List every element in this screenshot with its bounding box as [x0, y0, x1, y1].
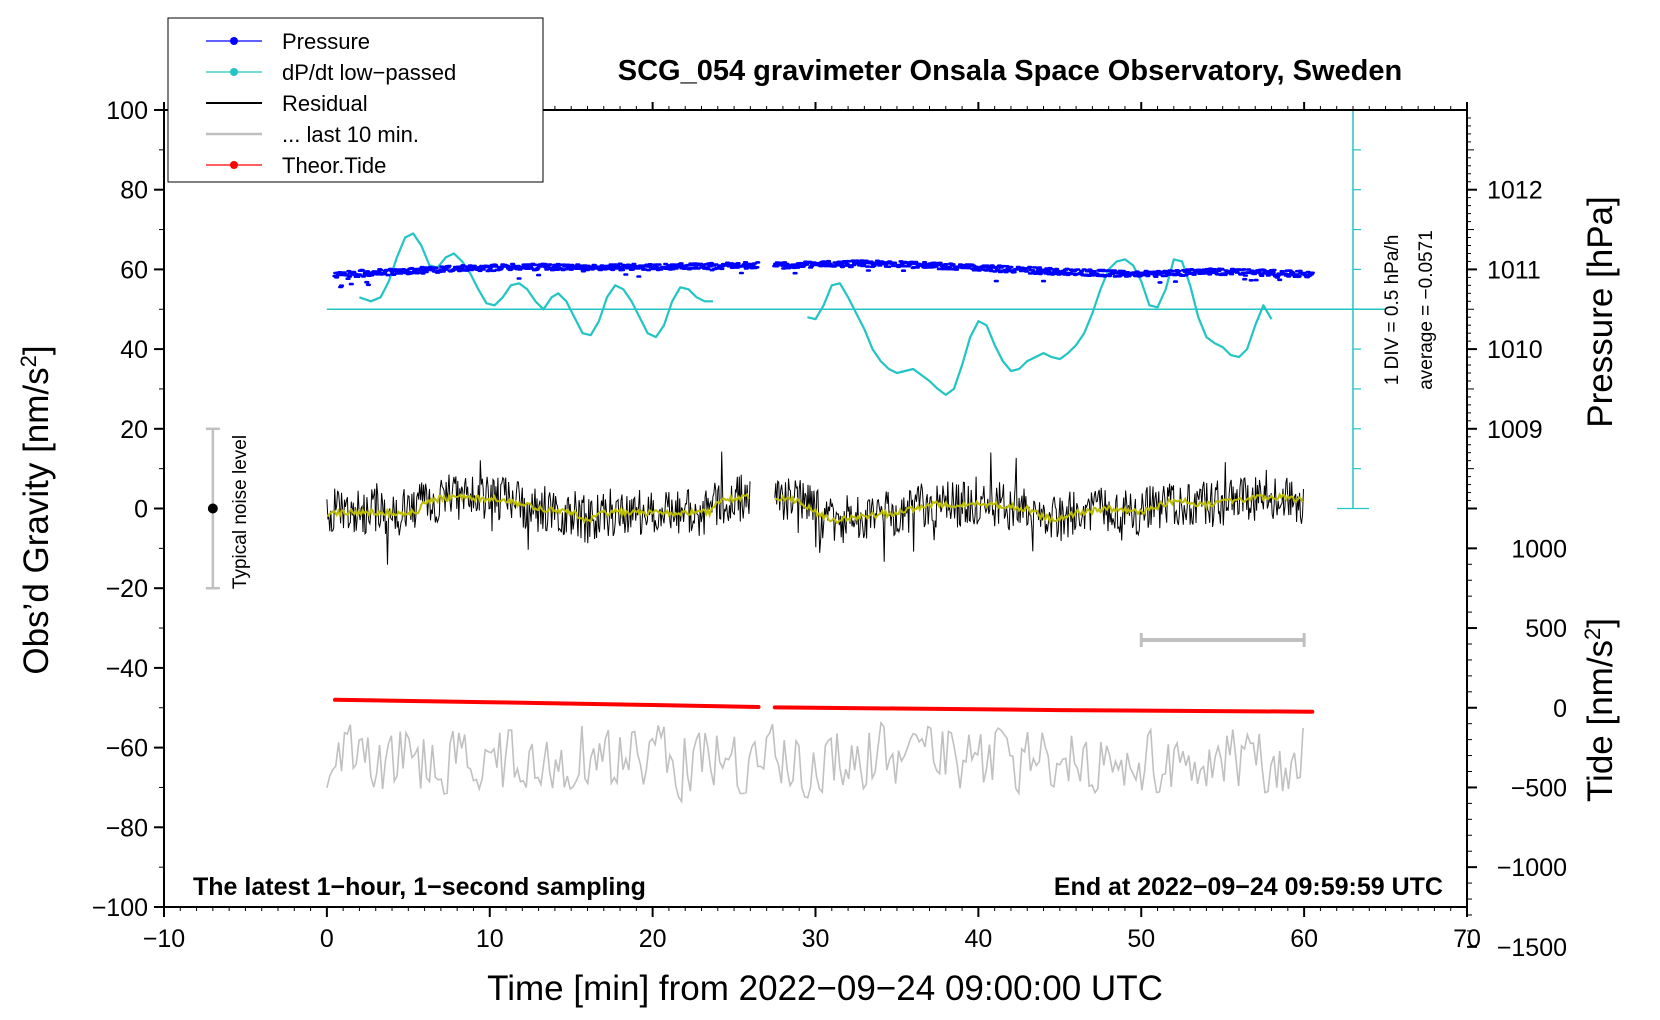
y-axis-label-gravity-sup: 2	[16, 355, 41, 367]
y-tick-label: −60	[106, 735, 148, 763]
y-tick-label: 80	[120, 177, 148, 205]
legend-marker	[230, 161, 238, 169]
y-tick-label: −40	[106, 655, 148, 683]
x-tick-label: 20	[639, 925, 667, 953]
pressure-tick-label: 1012	[1487, 177, 1543, 205]
series-dpdt-line-2	[807, 258, 1273, 396]
y-axis-label-gravity-text: Obs’d Gravity [nm/s	[17, 367, 56, 674]
series-pressure-dots	[332, 259, 1315, 289]
x-axis-label: Time [min] from 2022−09−24 09:00:00 UTC	[487, 969, 1163, 1008]
y-tick-label: −20	[106, 575, 148, 603]
legend-box	[167, 17, 544, 183]
y-tick-label: 20	[120, 416, 148, 444]
chart-title: SCG_054 gravimeter Onsala Space Observat…	[618, 55, 1402, 87]
y-axis-label-gravity: Obs’d Gravity [nm/s2]	[16, 345, 57, 674]
y-tick-label: 60	[120, 256, 148, 284]
y-axis-label-tide-text: Tide [nm/s	[1581, 640, 1620, 802]
x-tick-label: 40	[964, 925, 992, 953]
x-tick-label: 70	[1453, 925, 1481, 953]
tide-tick-label: 1000	[1511, 535, 1567, 563]
y-tick-label: −80	[106, 814, 148, 842]
series-tide-line-2	[772, 705, 1315, 714]
y-axis-label-tide-sup: 2	[1580, 628, 1605, 640]
x-tick-label: 10	[476, 925, 504, 953]
tide-tick-label: 0	[1553, 695, 1567, 723]
x-tick-label: 0	[320, 925, 334, 953]
legend: Pressure dP/dt low−passed Residual ... last…	[167, 17, 544, 183]
noise-bar-center-dot	[207, 503, 218, 514]
x-tick-label: 60	[1290, 925, 1318, 953]
legend-marker	[230, 37, 238, 45]
series-residual-line-1	[326, 451, 751, 565]
legend-label: Theor.Tide	[282, 153, 386, 178]
series-residual-smooth-1	[326, 492, 750, 525]
axes-layer: −10 0 10 20 30 40 50 60 70−100−80−60−40−20020406…	[92, 97, 1567, 962]
x-tick-label: −10	[143, 925, 185, 953]
series-tide-line-1	[333, 697, 761, 709]
y-axis-label-pressure: Pressure [hPa]	[1581, 196, 1620, 428]
tide-tick-label: −500	[1511, 774, 1567, 802]
y-axis-label-tide: Tide [nm/s2]	[1580, 618, 1621, 802]
series-dpdt-line-1	[359, 232, 713, 339]
y-tick-label: −100	[92, 894, 148, 922]
series-residual-line-2	[774, 452, 1304, 562]
x-tick-label: 50	[1127, 925, 1155, 953]
noise-level-label: Typical noise level	[230, 435, 251, 589]
legend-label: Pressure	[282, 29, 370, 54]
series-last10-line	[326, 720, 1304, 804]
tide-tick-label: −1500	[1497, 934, 1567, 962]
legend-marker	[230, 68, 238, 76]
y-axis-label-gravity-close: ]	[17, 345, 56, 355]
y-tick-label: 40	[120, 336, 148, 364]
pressure-tick-label: 1011	[1487, 256, 1541, 284]
dpdt-div-label: 1 DIV = 0.5 hPa/h	[1382, 235, 1403, 386]
tide-tick-label: −1000	[1497, 854, 1567, 882]
y-tick-label: 100	[106, 97, 148, 125]
y-tick-label: 0	[134, 496, 148, 524]
annotation-end-time: End at 2022−09−24 09:59:59 UTC	[1054, 873, 1443, 901]
annotation-sampling: The latest 1−hour, 1−second sampling	[193, 873, 646, 901]
series-residual-smooth-2	[774, 491, 1304, 526]
y-axis-label-tide-close: ]	[1581, 618, 1620, 628]
pressure-tick-label: 1009	[1487, 416, 1543, 444]
legend-label: Residual	[282, 91, 368, 116]
tide-tick-label: 500	[1525, 615, 1567, 643]
dpdt-average-label: average = −0.0571	[1416, 230, 1437, 390]
series-layer	[205, 109, 1386, 804]
x-tick-label: 30	[802, 925, 830, 953]
pressure-tick-label: 1010	[1487, 336, 1543, 364]
legend-label: dP/dt low−passed	[282, 60, 456, 85]
legend-label: ... last 10 min.	[282, 122, 419, 147]
